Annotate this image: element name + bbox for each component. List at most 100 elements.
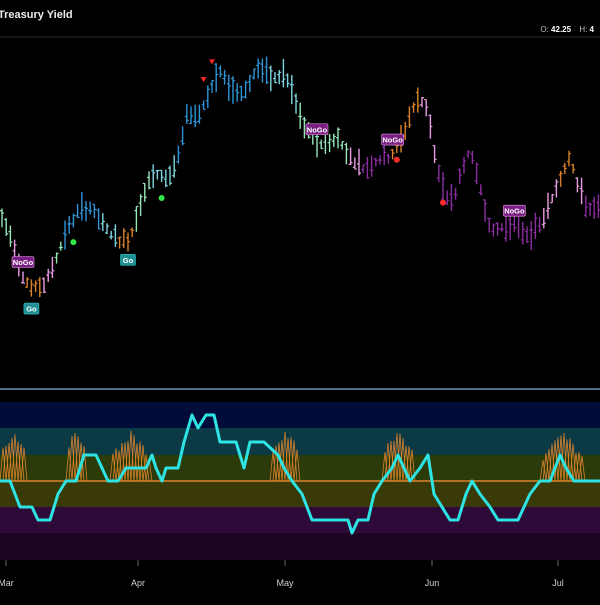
price-bar xyxy=(541,207,546,229)
price-bar xyxy=(4,218,9,236)
oscillator-zones xyxy=(0,402,600,560)
price-bar xyxy=(134,205,139,232)
price-bar xyxy=(260,58,265,83)
price-bar xyxy=(466,149,471,159)
price-bar xyxy=(96,208,101,230)
price-bar xyxy=(54,252,59,264)
price-bar xyxy=(340,141,345,150)
price-bar xyxy=(273,72,277,84)
price-bar xyxy=(420,96,424,108)
price-bar xyxy=(289,75,294,105)
price-bar xyxy=(415,87,420,113)
price-bar xyxy=(390,148,395,160)
price-bar xyxy=(247,75,252,93)
price-bar xyxy=(579,177,584,205)
price-bar xyxy=(386,153,391,164)
price-bar xyxy=(441,171,445,202)
price-bar xyxy=(533,212,538,239)
price-bar xyxy=(277,70,282,85)
x-tick-label: Jun xyxy=(425,578,440,588)
price-bar xyxy=(449,183,454,211)
price-bar xyxy=(37,277,42,298)
price-bar xyxy=(84,201,88,222)
price-bar xyxy=(504,212,508,242)
price-bar xyxy=(365,156,370,179)
nogo-signal-triangle xyxy=(200,77,207,83)
price-bar xyxy=(75,203,80,219)
nogo-badge: NoGo xyxy=(11,256,35,268)
price-bar xyxy=(113,224,118,247)
price-bar xyxy=(252,68,256,80)
price-bar xyxy=(373,157,378,167)
price-bar xyxy=(71,213,76,228)
price-bar xyxy=(105,223,109,235)
price-bar xyxy=(151,164,156,189)
x-tick-label: Mar xyxy=(0,578,14,588)
price-bar xyxy=(172,155,177,178)
price-bar xyxy=(487,217,492,233)
price-bar xyxy=(63,220,67,250)
price-bar xyxy=(214,63,219,93)
nogo-signal-dot xyxy=(440,199,446,206)
price-bar xyxy=(424,99,429,117)
price-bar xyxy=(554,179,559,198)
price-bar xyxy=(126,232,130,252)
price-bar xyxy=(428,114,433,139)
chart-title: Treasury Yield xyxy=(0,9,73,21)
price-bar xyxy=(117,236,122,249)
price-bar xyxy=(529,221,534,250)
badge-label: NoGo xyxy=(13,258,34,267)
price-bar xyxy=(226,74,231,102)
badge-label: NoGo xyxy=(382,136,403,145)
price-bar xyxy=(336,127,340,149)
oscillator-zone xyxy=(0,455,600,481)
price-bar xyxy=(583,195,588,218)
price-bar xyxy=(268,65,273,92)
price-bar xyxy=(525,226,529,243)
price-bar xyxy=(243,80,248,99)
oscillator-spike-cluster xyxy=(269,431,301,482)
price-bar xyxy=(520,221,525,245)
price-bar xyxy=(218,65,223,78)
price-bar xyxy=(596,194,600,219)
price-panel xyxy=(0,56,600,298)
price-bar xyxy=(462,157,466,174)
nogo-signal-triangle xyxy=(209,59,215,65)
price-bar xyxy=(46,268,51,283)
price-bar xyxy=(163,169,168,188)
x-tick-label: Apr xyxy=(131,578,145,588)
x-axis: Mar Apr May Jun Jul xyxy=(0,560,564,588)
price-bar xyxy=(294,93,298,114)
price-bar xyxy=(378,155,382,165)
price-bar xyxy=(344,142,349,165)
oscillator-spike-cluster xyxy=(0,434,28,482)
badge-label: NoGo xyxy=(307,125,328,134)
oscillator-line xyxy=(0,413,600,535)
price-bar xyxy=(491,223,496,237)
price-bar xyxy=(319,139,324,150)
oscillator-zone xyxy=(0,533,600,560)
price-bar xyxy=(239,85,244,102)
price-bar xyxy=(205,85,210,108)
price-bar xyxy=(457,168,462,184)
badge-label: NoGo xyxy=(504,207,525,216)
price-bar xyxy=(537,217,542,233)
price-bar xyxy=(453,187,458,200)
price-bar xyxy=(348,147,353,165)
price-bar xyxy=(357,148,361,176)
price-bar xyxy=(411,102,416,113)
price-bar xyxy=(168,165,172,186)
price-bar xyxy=(147,171,151,190)
price-bar xyxy=(352,157,357,170)
price-bar xyxy=(256,58,261,79)
price-bar xyxy=(197,104,202,124)
price-bar xyxy=(21,271,25,284)
price-bar xyxy=(298,102,303,129)
price-bar xyxy=(184,103,189,124)
price-bar xyxy=(231,76,235,104)
price-bar xyxy=(327,133,332,153)
price-bar xyxy=(25,277,30,288)
badges-layer: NoGo Go Go NoGo NoGo NoGo xyxy=(11,123,526,315)
